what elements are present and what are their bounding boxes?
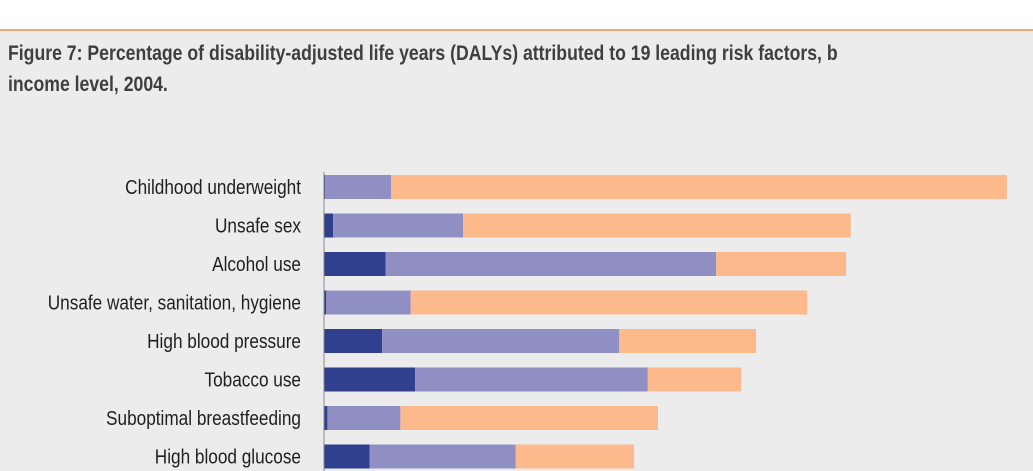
bar-segment-1-row-7	[324, 406, 328, 430]
bar-segment-3-row-4	[410, 290, 808, 315]
category-label: Alcohol use	[212, 253, 301, 276]
bar-segment-3-row-7	[400, 406, 658, 430]
bar-segment-2-row-3	[385, 252, 717, 276]
bar-segment-1-row-6	[324, 367, 416, 392]
chart-title: Figure 7: Percentage of disability-adjus…	[8, 42, 838, 96]
category-label: Suboptimal breastfeeding	[106, 407, 301, 430]
category-label: Unsafe water, sanitation, hygiene	[48, 291, 301, 314]
category-label: Tobacco use	[204, 368, 301, 391]
bar-segment-3-row-8	[515, 444, 635, 469]
bar-segment-2-row-4	[326, 290, 411, 315]
bar-segment-1-row-3	[324, 252, 386, 276]
bar-segment-1-row-8	[324, 444, 370, 469]
bar-segment-3-row-5	[619, 329, 757, 353]
bar-segment-2-row-6	[415, 367, 648, 392]
category-label: High blood glucose	[155, 445, 301, 468]
category-label: High blood pressure	[147, 330, 301, 353]
bar-segment-1-row-5	[324, 329, 383, 353]
figure-panel	[0, 31, 1033, 471]
bar-segment-1-row-2	[324, 213, 334, 238]
bar-segment-2-row-5	[382, 329, 620, 353]
bar-segment-1-row-4	[324, 290, 327, 315]
bar-segment-3-row-1	[391, 175, 1007, 199]
bar-segment-2-row-1	[325, 175, 392, 199]
bars-group	[324, 175, 1007, 469]
category-label: Unsafe sex	[215, 214, 302, 237]
bar-segment-2-row-2	[333, 213, 464, 238]
bar-segment-3-row-3	[716, 252, 847, 276]
bar-segment-3-row-6	[647, 367, 742, 392]
top-strip	[0, 0, 1033, 31]
bar-segment-3-row-2	[463, 213, 851, 238]
bar-segment-2-row-7	[327, 406, 401, 430]
bar-segment-1-row-1	[324, 175, 326, 199]
category-label: Childhood underweight	[125, 176, 302, 199]
category-labels-group: Childhood underweight Unsafe sex Alcohol u…	[48, 176, 302, 468]
bar-segment-2-row-8	[369, 444, 516, 469]
